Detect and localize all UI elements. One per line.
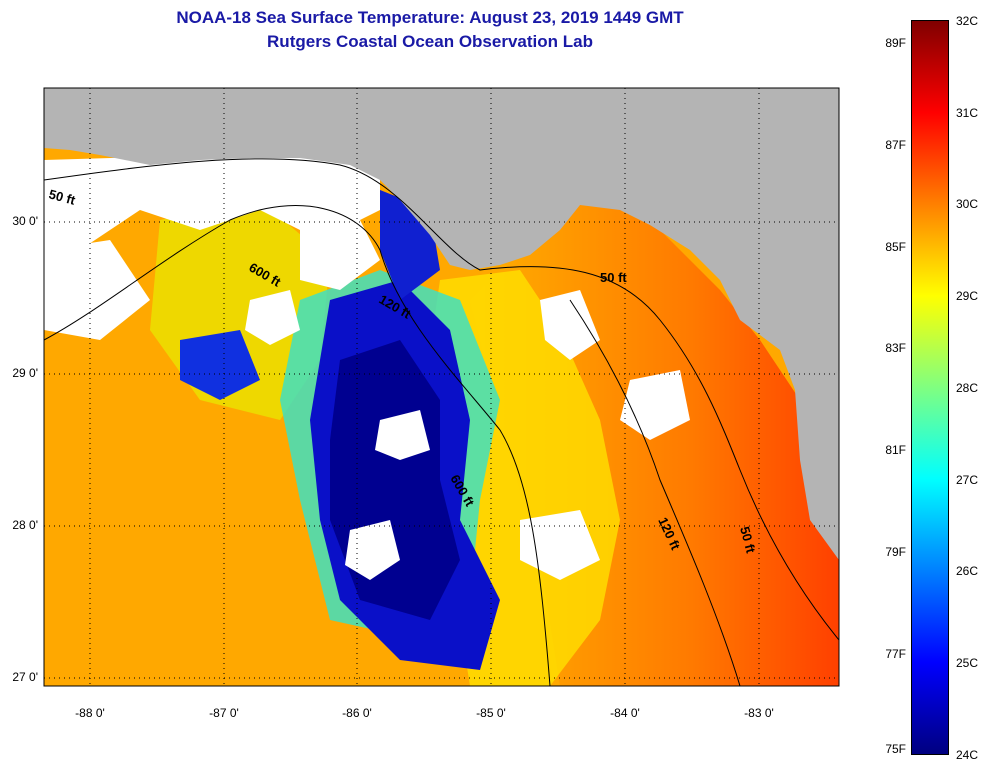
- colorbar-fahrenheit-label: 85F: [885, 240, 906, 254]
- colorbar-celsius-label: 26C: [956, 564, 979, 578]
- colorbar-celsius-label: 27C: [956, 473, 979, 487]
- colorbar-fahrenheit-label: 87F: [885, 138, 906, 152]
- map-frame: [43, 87, 840, 687]
- lon-label: -85 0': [476, 706, 506, 720]
- depth-contours: [44, 158, 839, 686]
- colorbar-celsius-label: 32C: [956, 14, 979, 28]
- colorbar-fahrenheit-label: 75F: [885, 742, 906, 756]
- colorbar-celsius-label: 25C: [956, 656, 979, 670]
- lat-label: 28 0': [12, 518, 38, 532]
- colorbar: [911, 20, 949, 755]
- lat-label: 29 0': [12, 366, 38, 380]
- colorbar-celsius-label: 29C: [956, 289, 979, 303]
- colorbar-fahrenheit-label: 89F: [885, 36, 906, 50]
- colorbar-celsius-label: 24C: [956, 748, 979, 762]
- map-subtitle: Rutgers Coastal Ocean Observation Lab: [267, 32, 593, 51]
- lat-label: 27 0': [12, 670, 38, 684]
- colorbar-fahrenheit-label: 81F: [885, 443, 906, 457]
- lon-label: -84 0': [610, 706, 640, 720]
- lon-label: -86 0': [342, 706, 372, 720]
- map-title: NOAA-18 Sea Surface Temperature: August …: [176, 8, 684, 27]
- lon-label: -87 0': [209, 706, 239, 720]
- contour-label: 50 ft: [600, 270, 627, 285]
- land: [44, 88, 839, 560]
- colorbar-celsius-label: 30C: [956, 197, 979, 211]
- contour-label: 50 ft: [47, 186, 77, 208]
- lat-label: 30 0': [12, 214, 38, 228]
- contour-label: 50 ft: [737, 525, 759, 555]
- lon-label: -88 0': [75, 706, 105, 720]
- colorbar-celsius-label: 28C: [956, 381, 979, 395]
- colorbar-fahrenheit-label: 79F: [885, 545, 906, 559]
- cloud-cover: [44, 150, 690, 580]
- cold-patch-west: [180, 330, 260, 400]
- colorbar-fahrenheit-label: 77F: [885, 647, 906, 661]
- colorbar-fahrenheit-label: 83F: [885, 341, 906, 355]
- lon-label: -83 0': [744, 706, 774, 720]
- colorbar-celsius-label: 31C: [956, 106, 979, 120]
